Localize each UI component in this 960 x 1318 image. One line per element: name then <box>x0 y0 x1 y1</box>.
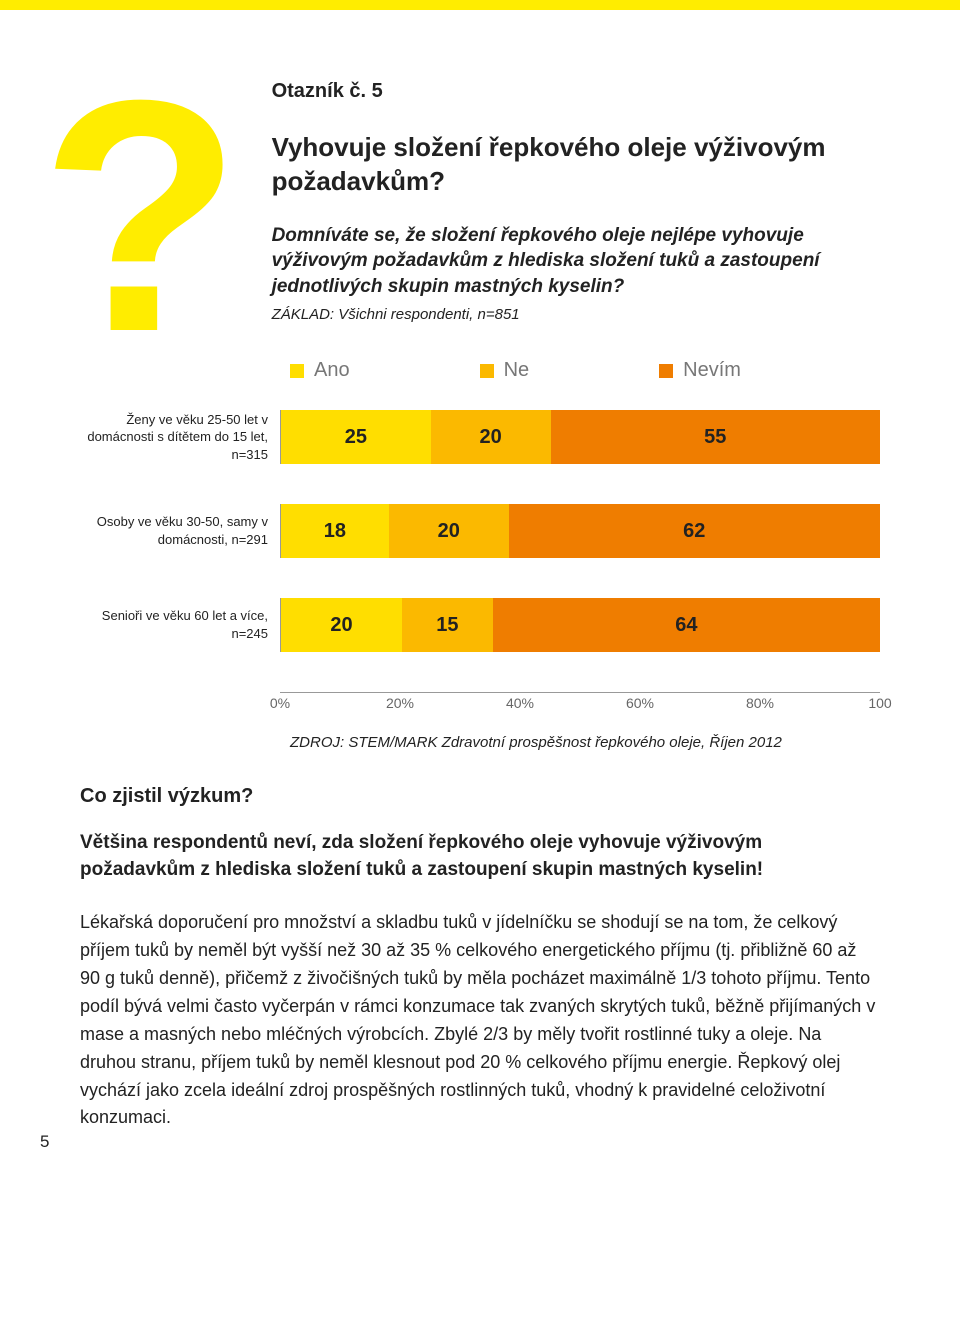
findings-heading: Co zjistil výzkum? <box>80 785 880 808</box>
question-mark-decor: ? <box>40 100 242 331</box>
legend-label: Nevím <box>683 359 741 382</box>
legend-label: Ne <box>504 359 530 382</box>
axis-tick: 20% <box>386 695 414 711</box>
bar-segment: 64 <box>493 598 880 652</box>
legend-swatch <box>290 364 304 378</box>
row-label: Osoby ve věku 30-50, samy v domácnosti, … <box>80 513 280 548</box>
legend-item: Ano <box>290 359 350 382</box>
page-title: Vyhovuje složení řepkového oleje výživov… <box>272 131 880 199</box>
chart-row: Osoby ve věku 30-50, samy v domácnosti, … <box>80 504 880 558</box>
bar-segment: 55 <box>551 410 880 464</box>
legend-label: Ano <box>314 359 350 382</box>
overline: Otazník č. 5 <box>272 80 880 103</box>
chart-x-axis: 0%20%40%60%80%100 <box>280 692 880 714</box>
chart-source: ZDROJ: STEM/MARK Zdravotní prospěšnost ř… <box>290 734 880 751</box>
bar-segment: 25 <box>281 410 431 464</box>
chart-legend: Ano Ne Nevím <box>290 359 880 382</box>
legend-swatch <box>480 364 494 378</box>
page-number: 5 <box>40 1132 49 1152</box>
row-label: Senioři ve věku 60 let a více, n=245 <box>80 607 280 642</box>
bar-track: 182062 <box>280 504 880 558</box>
axis-tick: 0% <box>270 695 290 711</box>
axis-tick: 40% <box>506 695 534 711</box>
bar-segment: 62 <box>509 504 880 558</box>
legend-swatch <box>659 364 673 378</box>
findings-body: Lékařská doporučení pro množství a sklad… <box>80 909 880 1132</box>
survey-question: Domníváte se, že složení řepkového oleje… <box>272 223 880 300</box>
bar-segment: 20 <box>389 504 509 558</box>
legend-item: Ne <box>480 359 530 382</box>
bar-segment: 15 <box>402 598 493 652</box>
legend-item: Nevím <box>659 359 741 382</box>
bar-track: 201564 <box>280 598 880 652</box>
bar-track: 252055 <box>280 410 880 464</box>
bar-segment: 20 <box>431 410 551 464</box>
findings-lead: Většina respondentů neví, zda složení ře… <box>80 830 880 883</box>
survey-base: ZÁKLAD: Všichni respondenti, n=851 <box>272 306 880 323</box>
row-label: Ženy ve věku 25-50 let v domácnosti s dí… <box>80 411 280 464</box>
bar-segment: 20 <box>281 598 402 652</box>
axis-tick: 100 <box>868 695 891 711</box>
stacked-bar-chart: Ženy ve věku 25-50 let v domácnosti s dí… <box>80 410 880 652</box>
axis-tick: 60% <box>626 695 654 711</box>
axis-tick: 80% <box>746 695 774 711</box>
chart-row: Senioři ve věku 60 let a více, n=2452015… <box>80 598 880 652</box>
bar-segment: 18 <box>281 504 389 558</box>
chart-row: Ženy ve věku 25-50 let v domácnosti s dí… <box>80 410 880 464</box>
